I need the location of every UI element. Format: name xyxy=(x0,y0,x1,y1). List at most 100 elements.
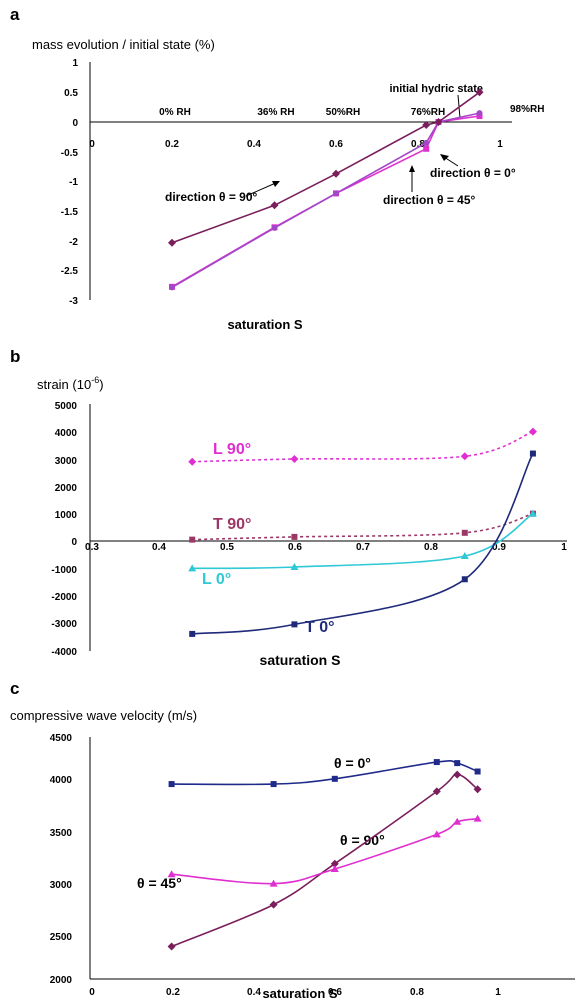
panel-c-ytick: 4000 xyxy=(50,775,73,786)
panel-c-xticks: 0 0.2 0.4 0.6 0.8 1 xyxy=(89,987,501,998)
panel-b-ytick: 0 xyxy=(71,537,77,548)
panel-b-ytick: 4000 xyxy=(55,428,78,439)
panel-a-series xyxy=(168,88,484,291)
panel-a-annotation-dir0: direction θ = 0° xyxy=(430,166,516,180)
panel-b-series-label-l90: L 90° xyxy=(213,441,251,458)
data-point-c-series-2 xyxy=(269,879,278,887)
series-line-b-series-3 xyxy=(192,453,534,635)
panel-b-ytick: 5000 xyxy=(55,401,78,412)
data-point-c-series-0 xyxy=(433,759,440,766)
data-point-a-series-1 xyxy=(271,224,278,231)
panel-c-ytick: 3500 xyxy=(50,828,73,839)
panel-a-xtick: 0.6 xyxy=(329,139,343,150)
data-point-b-series-0 xyxy=(290,455,299,464)
data-point-c-series-2 xyxy=(330,864,339,872)
panel-c-xtick: 0.8 xyxy=(410,987,424,998)
panel-b-xtick: 0.6 xyxy=(288,542,302,553)
panel-a-xtick: 0 xyxy=(89,139,95,150)
panel-c-letter: c xyxy=(10,679,19,698)
data-point-a-series-2 xyxy=(270,201,279,210)
panel-b-series-label-t90: T 90° xyxy=(213,516,251,533)
data-point-c-series-2 xyxy=(167,870,176,878)
series-line-b-series-1 xyxy=(192,512,534,541)
data-point-c-series-1 xyxy=(432,787,441,796)
data-point-a-series-2 xyxy=(168,238,176,247)
panel-b-series-label-l0: L 0° xyxy=(202,571,231,588)
data-point-c-series-2 xyxy=(453,817,462,825)
panel-c-xtick: 0 xyxy=(89,987,95,998)
data-point-b-series-1 xyxy=(189,536,196,543)
panel-b-xlabel: saturation S xyxy=(260,652,341,668)
panel-c-ytick: 2000 xyxy=(50,975,73,986)
data-point-b-series-2 xyxy=(528,509,537,517)
series-line-b-series-2 xyxy=(192,513,534,570)
panel-b-ylabel-close: ) xyxy=(99,377,103,392)
panel-c-xtick: 0.4 xyxy=(247,987,261,998)
panel-c-xtick: 0.2 xyxy=(166,987,180,998)
panel-c-series-label-theta45: θ = 45° xyxy=(137,875,182,891)
data-point-c-series-1 xyxy=(473,785,482,794)
panel-b-ylabel: strain (10-6) xyxy=(37,375,104,392)
panel-a-ytick: -2 xyxy=(69,237,78,248)
panel-b-xtick: 0.4 xyxy=(152,542,166,553)
panel-b-xticks: 0.3 0.4 0.5 0.6 0.7 0.8 0.9 1 xyxy=(85,542,567,553)
panel-c-ylabel: compressive wave velocity (m/s) xyxy=(10,708,197,723)
panel-b-ytick: -2000 xyxy=(51,592,77,603)
panel-a-arrowhead-dir45 xyxy=(409,165,415,172)
data-point-a-series-1 xyxy=(169,284,175,291)
panel-a-yticks: 1 0.5 0 -0.5 -1 -1.5 -2 -2.5 -3 xyxy=(61,58,79,307)
series-line-a-series-1 xyxy=(171,112,480,289)
data-point-b-series-1 xyxy=(291,533,298,540)
series-line-c-series-0 xyxy=(171,760,478,786)
panel-a-arrowhead-dir90 xyxy=(272,181,280,187)
panel-b-series-label-t0: T 0° xyxy=(305,619,335,636)
panel-c-ytick: 4500 xyxy=(50,733,73,744)
data-point-a-series-2 xyxy=(422,120,431,129)
series-line-c-series-1 xyxy=(171,773,479,948)
panel-b-xtick: 0.5 xyxy=(220,542,234,553)
panel-b-ytick: -1000 xyxy=(51,565,77,576)
data-point-a-series-1 xyxy=(423,139,430,146)
panel-c-yticks: 4500 4000 3500 3000 2500 2000 xyxy=(50,733,73,986)
panel-a-annotation-76rh: 76%RH xyxy=(411,107,445,118)
panel-a-xlabel: saturation S xyxy=(227,317,302,332)
panel-a-annotation-0rh: 0% RH xyxy=(159,107,191,118)
panel-c: c compressive wave velocity (m/s) satura… xyxy=(10,679,575,1001)
panel-c-series-label-theta0: θ = 0° xyxy=(334,755,371,771)
data-point-b-series-1 xyxy=(461,529,468,536)
panel-b-ytick: 3000 xyxy=(55,456,78,467)
panel-a-arrowhead-dir0 xyxy=(440,154,449,161)
data-point-b-series-2 xyxy=(290,562,299,570)
data-point-b-series-3 xyxy=(189,630,196,637)
panel-b-series xyxy=(188,427,537,637)
data-point-c-series-0 xyxy=(168,781,175,788)
panel-b-xtick: 0.3 xyxy=(85,542,99,553)
panel-a-ytick: 0.5 xyxy=(64,88,78,99)
data-point-b-series-0 xyxy=(188,457,197,466)
panel-b-xtick: 0.7 xyxy=(356,542,370,553)
data-point-c-series-1 xyxy=(453,770,462,779)
data-point-b-series-2 xyxy=(460,552,469,560)
panel-c-series xyxy=(167,759,482,951)
data-point-b-series-3 xyxy=(529,450,536,457)
panel-b-ytick: 1000 xyxy=(55,510,78,521)
data-point-b-series-3 xyxy=(461,576,468,583)
panel-a: a mass evolution / initial state (%) sat… xyxy=(10,5,544,332)
data-point-c-series-2 xyxy=(473,814,482,822)
data-point-a-series-2 xyxy=(332,169,340,178)
data-point-a-series-0 xyxy=(423,145,430,152)
data-point-b-series-0 xyxy=(460,452,469,461)
panel-c-xlabel: saturation S xyxy=(262,986,337,1001)
panel-a-ytick: -0.5 xyxy=(61,148,79,159)
data-point-c-series-0 xyxy=(474,768,481,775)
panel-a-ytick: 1 xyxy=(72,58,78,69)
panel-a-annotation-dir45: direction θ = 45° xyxy=(383,193,476,207)
panel-a-ytick: -2.5 xyxy=(61,266,79,277)
data-point-c-series-0 xyxy=(331,775,338,782)
panel-c-xtick: 0.6 xyxy=(328,987,342,998)
panel-c-ytick: 2500 xyxy=(50,932,73,943)
panel-b-xtick: 1 xyxy=(561,542,567,553)
panel-a-xtick: 0.4 xyxy=(247,139,261,150)
panel-a-ylabel: mass evolution / initial state (%) xyxy=(32,37,215,52)
